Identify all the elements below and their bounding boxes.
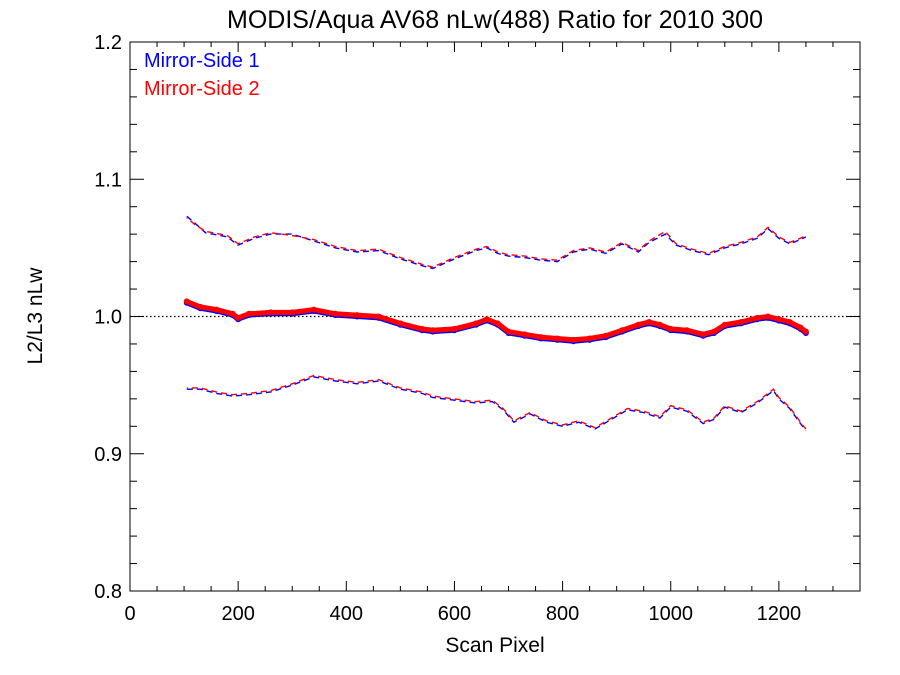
x-tick-label: 1200 (757, 603, 802, 625)
y-tick-label: 1.0 (94, 307, 122, 329)
series-1-lower-bound (186, 376, 807, 431)
x-tick-label: 800 (546, 603, 579, 625)
y-tick-label: 1.2 (94, 32, 122, 54)
x-tick-label: 1000 (648, 603, 693, 625)
x-tick-label: 600 (438, 603, 471, 625)
chart-marks (130, 215, 860, 431)
series-2-upper-bound (186, 217, 807, 268)
chart-title: MODIS/Aqua AV68 nLw(488) Ratio for 2010 … (227, 6, 763, 34)
legend: Mirror-Side 1 Mirror-Side 2 (144, 50, 260, 100)
axes: 0 200 400 600 800 1000 1200 0.8 0.9 1.0 1.1 1.2 (94, 32, 861, 625)
y-axis-label: L2/L3 nLw (24, 267, 47, 365)
series-2-mean-line (185, 299, 808, 343)
series-2-lower-bound (186, 374, 807, 430)
y-tick-label: 1.1 (94, 169, 122, 191)
series-mirror-side-2 (183, 217, 809, 430)
x-axis-label: Scan Pixel (445, 634, 544, 657)
y-tick-label: 0.8 (94, 581, 122, 603)
series-1-upper-bound (186, 215, 807, 270)
x-tick-label: 400 (330, 603, 363, 625)
legend-entry-mirror-side-1: Mirror-Side 1 (144, 50, 260, 72)
y-tick-label: 0.9 (94, 444, 122, 466)
x-tick-label: 0 (124, 603, 135, 625)
x-tick-label: 200 (221, 603, 254, 625)
legend-entry-mirror-side-2: Mirror-Side 2 (144, 78, 260, 100)
